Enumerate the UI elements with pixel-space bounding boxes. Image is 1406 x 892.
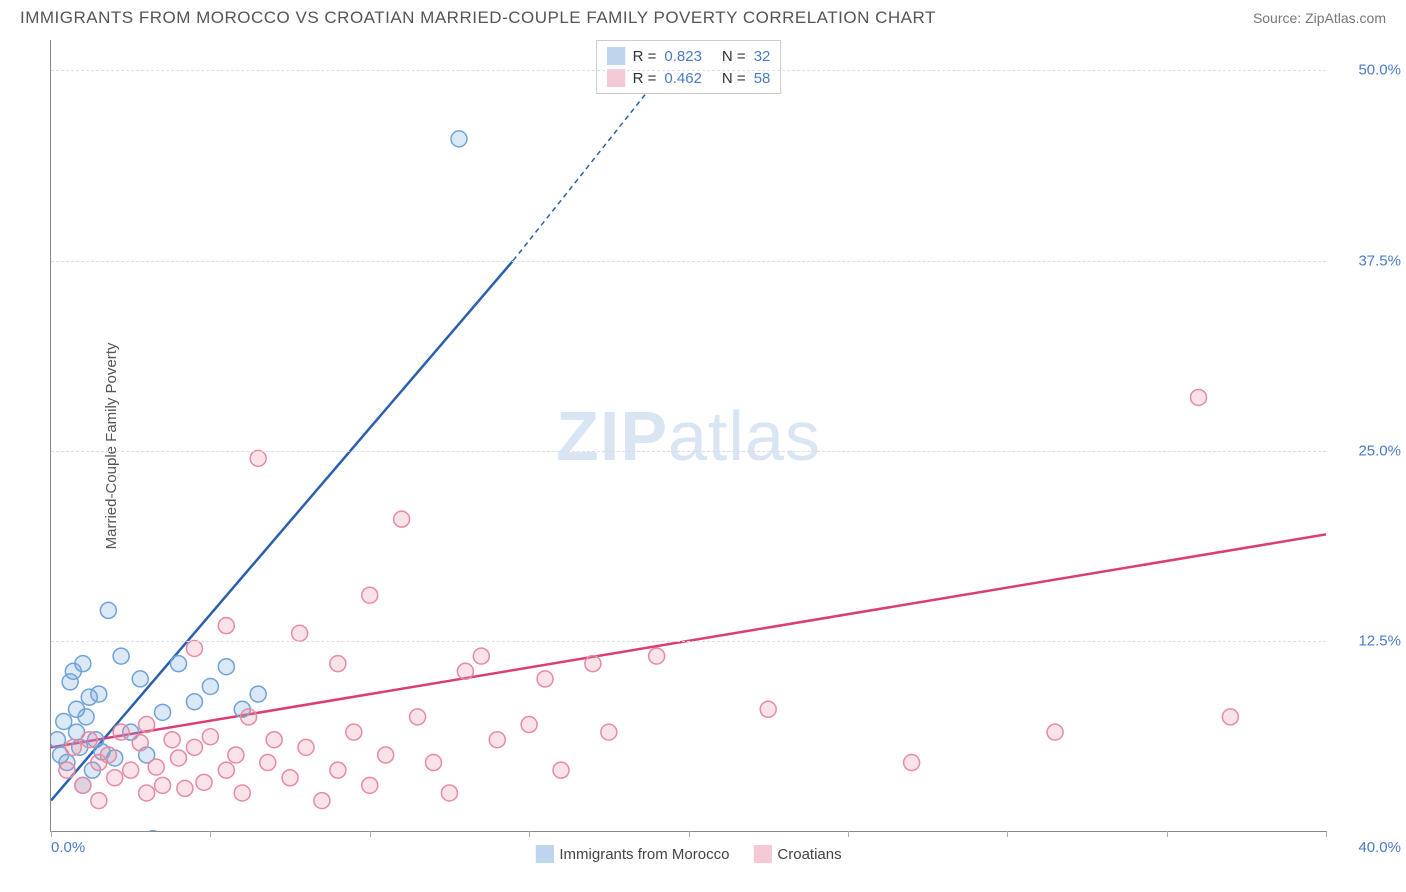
x-min-label: 0.0% (51, 839, 85, 856)
series-legend: Immigrants from Morocco Croatians (535, 845, 841, 863)
n-value-morocco: 32 (754, 48, 771, 65)
legend-item-croatians: Croatians (753, 845, 841, 863)
y-tick-label: 37.5% (1358, 252, 1401, 269)
x-tick (210, 831, 211, 837)
n-value-croatians: 58 (754, 70, 771, 87)
gridline (51, 261, 1326, 262)
x-tick (1167, 831, 1168, 837)
x-tick (1007, 831, 1008, 837)
gridline (51, 70, 1326, 71)
chart-title: IMMIGRANTS FROM MOROCCO VS CROATIAN MARR… (20, 8, 936, 28)
y-tick-label: 12.5% (1358, 632, 1401, 649)
swatch-morocco-icon (535, 845, 553, 863)
gridline (51, 641, 1326, 642)
chart-header: IMMIGRANTS FROM MOROCCO VS CROATIAN MARR… (0, 0, 1406, 36)
x-tick (848, 831, 849, 837)
r-value-croatians: 0.462 (664, 70, 702, 87)
legend-item-morocco: Immigrants from Morocco (535, 845, 729, 863)
correlation-legend: R = 0.823 N = 32 R = 0.462 N = 58 (596, 40, 782, 94)
x-tick (689, 831, 690, 837)
scatter-chart: ZIPatlas R = 0.823 N = 32 R = 0.462 N = … (50, 40, 1326, 832)
x-tick (529, 831, 530, 837)
swatch-croatians (607, 69, 625, 87)
swatch-morocco (607, 47, 625, 65)
legend-row-morocco: R = 0.823 N = 32 (607, 45, 771, 67)
x-tick (51, 831, 52, 837)
swatch-croatians-icon (753, 845, 771, 863)
y-tick-label: 25.0% (1358, 442, 1401, 459)
gridline (51, 451, 1326, 452)
source-attribution: Source: ZipAtlas.com (1253, 10, 1386, 26)
x-max-label: 40.0% (1358, 839, 1401, 856)
x-tick (1326, 831, 1327, 837)
y-tick-label: 50.0% (1358, 62, 1401, 79)
chart-svg (51, 40, 1326, 831)
r-value-morocco: 0.823 (664, 48, 702, 65)
x-tick (370, 831, 371, 837)
